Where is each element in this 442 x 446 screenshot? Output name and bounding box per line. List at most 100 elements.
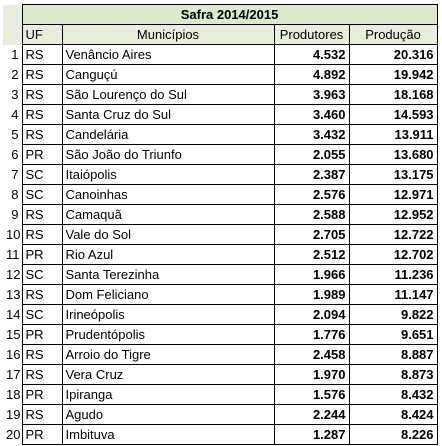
table-row: 12 SC Santa Terezinha 1.966 11.236 [3,264,438,285]
municipio-cell: São Lourenço do Sul [61,84,275,105]
uf-cell: PR [21,424,63,445]
table-row: 6 PR São João do Triunfo 2.055 13.680 [3,144,438,165]
produtores-cell: 2.705 [273,224,350,245]
produtores-cell: 2.244 [273,404,350,425]
produtores-cell: 1.287 [273,424,350,445]
table-row: 8 SC Canoinhas 2.576 12.971 [3,184,438,205]
municipio-cell: Imbituva [61,424,275,445]
uf-cell: RS [21,204,63,225]
row-number: 15 [3,324,22,345]
uf-cell: RS [21,44,63,65]
table-row: 3 RS São Lourenço do Sul 3.963 18.168 [3,84,438,105]
producao-cell: 12.971 [348,184,438,205]
uf-cell: SC [21,304,63,325]
produtores-cell: 2.588 [273,204,350,225]
row-number: 20 [3,424,22,445]
uf-cell: PR [21,384,63,405]
producao-cell: 8.887 [348,344,438,365]
row-number: 9 [3,204,22,225]
municipio-cell: São João do Triunfo [61,144,275,165]
municipio-cell: Santa Cruz do Sul [61,104,275,125]
producao-cell: 12.722 [348,224,438,245]
row-number: 18 [3,384,22,405]
row-number: 16 [3,344,22,365]
produtores-cell: 2.512 [273,244,350,265]
uf-cell: RS [21,224,63,245]
uf-cell: PR [21,324,63,345]
municipio-cell: Canguçú [61,64,275,85]
row-number: 1 [3,44,22,65]
row-number: 3 [3,84,22,105]
produtores-cell: 3.460 [273,104,350,125]
produtores-cell: 2.094 [273,304,350,325]
produtores-cell: 4.892 [273,64,350,85]
uf-cell: RS [21,84,63,105]
produtores-cell: 1.576 [273,384,350,405]
row-number: 6 [3,144,22,165]
produtores-cell: 2.055 [273,144,350,165]
row-number: 11 [3,244,22,265]
producao-cell: 8.226 [348,424,438,445]
municipio-cell: Candelária [61,124,275,145]
table-row: 1 RS Venâncio Aires 4.532 20.316 [3,44,438,65]
row-number: 2 [3,64,22,85]
producao-cell: 18.168 [348,84,438,105]
header-municipio: Municípios [61,24,275,45]
producao-cell: 19.942 [348,64,438,85]
table-row: 7 SC Itaiópolis 2.387 13.175 [3,164,438,185]
produtores-cell: 2.458 [273,344,350,365]
municipio-cell: Vale do Sol [61,224,275,245]
table-row: 15 PR Prudentópolis 1.776 9.651 [3,324,438,345]
table-body: Safra 2014/2015 UF Municípios Produtores… [3,4,438,445]
table-row: 20 PR Imbituva 1.287 8.226 [3,424,438,445]
producao-cell: 20.316 [348,44,438,65]
producao-cell: 8.424 [348,404,438,425]
table-row: 10 RS Vale do Sol 2.705 12.722 [3,224,438,245]
municipio-cell: Irineópolis [61,304,275,325]
header-producao: Produção [348,24,438,45]
table-title: Safra 2014/2015 [21,4,438,25]
produtores-cell: 1.989 [273,284,350,305]
produtores-cell: 1.776 [273,324,350,345]
row-number: 19 [3,404,22,425]
producao-cell: 9.651 [348,324,438,345]
municipio-cell: Arroio do Tigre [61,344,275,365]
header-produtores: Produtores [273,24,350,45]
produtores-cell: 3.432 [273,124,350,145]
uf-cell: RS [21,344,63,365]
producao-cell: 9.822 [348,304,438,325]
municipio-cell: Canoinhas [61,184,275,205]
harvest-table: Safra 2014/2015 UF Municípios Produtores… [3,4,438,445]
title-row: Safra 2014/2015 [3,4,438,25]
corner-cell [3,4,22,25]
row-number: 8 [3,184,22,205]
table-row: 19 RS Agudo 2.244 8.424 [3,404,438,425]
row-number: 5 [3,124,22,145]
uf-cell: RS [21,124,63,145]
row-number: 7 [3,164,22,185]
table-row: 4 RS Santa Cruz do Sul 3.460 14.593 [3,104,438,125]
municipio-cell: Itaiópolis [61,164,275,185]
uf-cell: RS [21,284,63,305]
municipio-cell: Santa Terezinha [61,264,275,285]
row-number: 17 [3,364,22,385]
produtores-cell: 1.970 [273,364,350,385]
header-uf: UF [21,24,63,45]
producao-cell: 8.432 [348,384,438,405]
table-row: 9 RS Camaquã 2.588 12.952 [3,204,438,225]
produtores-cell: 3.963 [273,84,350,105]
uf-cell: SC [21,164,63,185]
produtores-cell: 4.532 [273,44,350,65]
uf-cell: RS [21,404,63,425]
table-row: 14 SC Irineópolis 2.094 9.822 [3,304,438,325]
municipio-cell: Camaquã [61,204,275,225]
municipio-cell: Venâncio Aires [61,44,275,65]
municipio-cell: Vera Cruz [61,364,275,385]
produtores-cell: 2.387 [273,164,350,185]
row-number: 14 [3,304,22,325]
uf-cell: PR [21,144,63,165]
uf-cell: SC [21,264,63,285]
uf-cell: RS [21,64,63,85]
producao-cell: 13.911 [348,124,438,145]
